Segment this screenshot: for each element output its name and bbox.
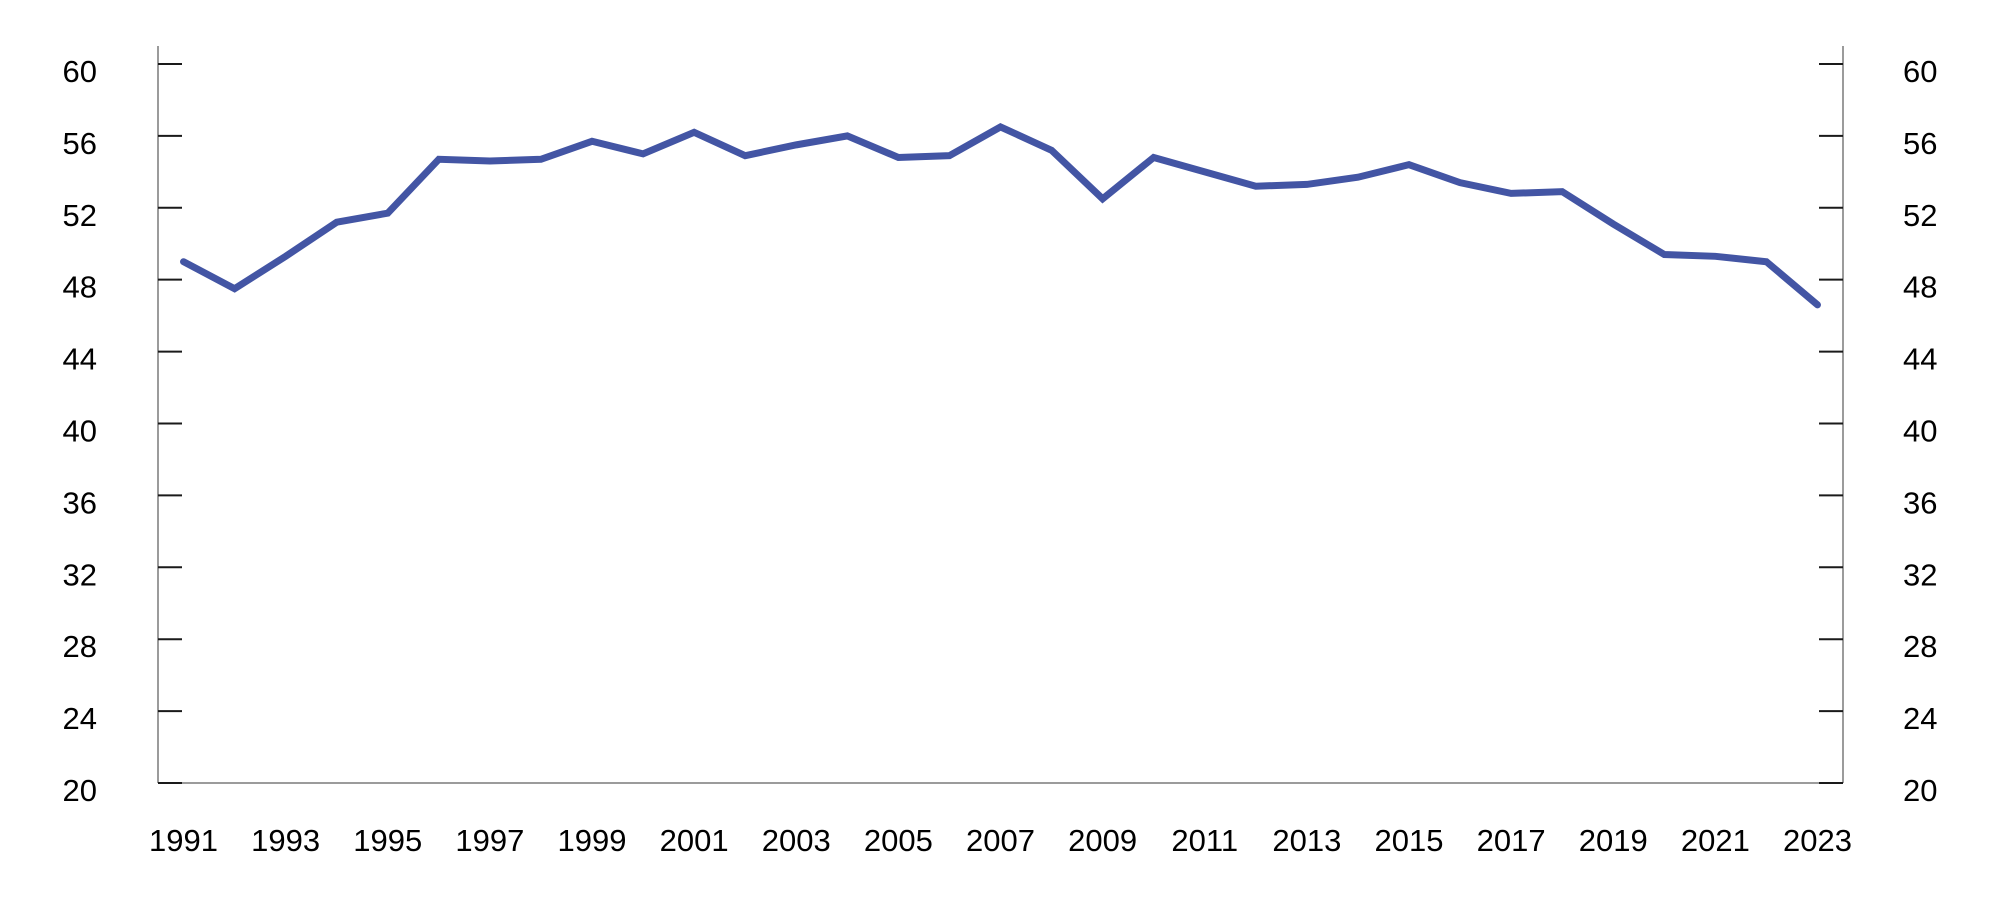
x-axis-tick-label: 1999 [558,823,627,858]
y-axis-tick-label-right: 20 [1903,773,1937,808]
y-axis-tick-label-left: 40 [63,413,97,448]
line-series [180,122,1821,309]
x-axis-tick-label: 2013 [1272,823,1341,858]
y-axis-tick-label-left: 56 [63,126,97,161]
x-axis-tick-label: 2017 [1477,823,1546,858]
y-axis-tick-label-left: 28 [63,629,97,664]
y-axis-tick-label-right: 24 [1903,701,1937,736]
x-axis-tick-label: 2023 [1783,823,1852,858]
y-axis-tick-label-right: 48 [1903,270,1937,305]
y-axis-tick-label-right: 56 [1903,126,1937,161]
x-axis-tick-label: 2011 [1171,823,1238,858]
y-axis-tick-label-left: 36 [63,485,97,520]
y-axis-tick-label-right: 28 [1903,629,1937,664]
y-axis-tick-label-right: 52 [1903,198,1937,233]
x-axis-tick-label: 2007 [966,823,1035,858]
y-axis-tick-label-left: 32 [63,557,97,592]
y-axis-tick-label-left: 24 [63,701,97,736]
x-axis-tick-label: 1991 [149,823,218,858]
y-axis-tick-label-right: 40 [1903,413,1937,448]
y-axis-tick-label-left: 20 [63,773,97,808]
x-axis-tick-label: 1997 [455,823,524,858]
y-axis-tick-label-left: 60 [63,54,97,89]
x-axis-tick-label: 1995 [353,823,422,858]
x-axis-tick-label: 2015 [1375,823,1444,858]
x-axis-tick-label: 1993 [251,823,320,858]
x-axis-tick-label: 2009 [1068,823,1137,858]
x-axis-tick-label: 2019 [1579,823,1648,858]
y-axis-tick-label-left: 52 [63,198,97,233]
y-axis-tick-label-right: 32 [1903,557,1937,592]
y-axis-tick-label-right: 60 [1903,54,1937,89]
x-axis-tick-label: 2003 [762,823,831,858]
x-axis-tick-label: 2005 [864,823,933,858]
y-axis-tick-label-left: 48 [63,270,97,305]
x-axis-tick-label: 2001 [660,823,729,858]
y-axis-tick-label-left: 44 [63,342,97,377]
y-axis-tick-label-right: 36 [1903,485,1937,520]
y-axis-tick-label-right: 44 [1903,342,1937,377]
x-axis-tick-label: 2021 [1681,823,1750,858]
